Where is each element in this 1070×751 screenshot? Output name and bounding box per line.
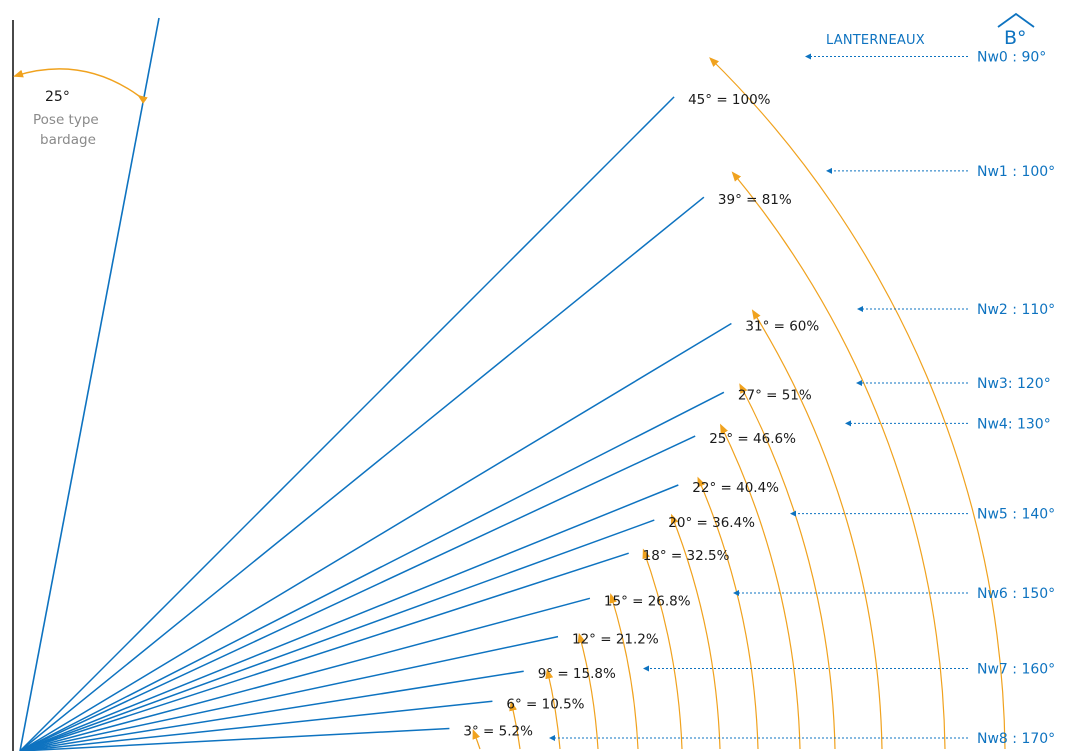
slope-label: 39° = 81%	[718, 192, 792, 208]
brand-title: LANTERNEAUX	[826, 33, 925, 48]
slope-line	[19, 727, 450, 751]
nw-arrow-icon	[643, 665, 649, 672]
nw-label: Nw5 : 140°	[977, 507, 1055, 523]
slope-line	[19, 196, 705, 751]
bardage-line	[19, 17, 160, 751]
slope-arc	[751, 309, 883, 750]
slope-line	[19, 519, 655, 751]
nw-arrow-icon	[857, 306, 863, 312]
nw-arrow-icon	[805, 53, 811, 60]
slope-label: 15° = 26.8%	[604, 593, 691, 609]
nw-label: Nw6 : 150°	[977, 586, 1055, 602]
nw-label: Nw0 : 90°	[977, 50, 1046, 66]
nw-label: Nw3: 120°	[977, 376, 1051, 392]
nw-label-group: Nw0 : 90° Nw1 : 100° Nw2 : 110° Nw3: 120° Nw…	[549, 50, 1055, 747]
slope-line	[19, 322, 732, 751]
slope-label: 6° = 10.5%	[506, 696, 584, 712]
slope-label: 18° = 32.5%	[643, 548, 730, 564]
slope-line	[19, 484, 679, 751]
bardage-arc	[13, 68, 148, 104]
slope-line	[19, 700, 493, 751]
nw-arrow-icon	[549, 735, 555, 741]
slope-arc	[671, 513, 721, 750]
slope-label: 25° = 46.6%	[709, 431, 796, 447]
slope-arc	[731, 171, 946, 750]
slope-label: 31° = 60%	[745, 319, 819, 335]
slope-arc	[720, 423, 801, 750]
bardage-angle: 25°	[45, 89, 70, 105]
slope-label: 12° = 21.2%	[572, 632, 659, 648]
slope-label: 45° = 100%	[688, 92, 771, 108]
slope-line	[19, 670, 524, 751]
slope-line	[19, 635, 559, 751]
slope-label: 9° = 15.8%	[538, 666, 616, 682]
slope-line	[19, 552, 629, 751]
nw-label: Nw1 : 100°	[977, 164, 1055, 180]
slope-arc	[739, 383, 836, 750]
slope-label: 22° = 40.4%	[692, 480, 779, 496]
slope-label: 20° = 36.4%	[668, 515, 755, 531]
bardage-line2: bardage	[40, 132, 96, 148]
nw-arrow-icon	[733, 590, 739, 596]
slope-arc	[642, 548, 683, 750]
slope-arc	[472, 729, 481, 750]
slope-label: 27° = 51%	[738, 387, 812, 403]
slope-group: 45° = 100% 39° = 81% 31° = 60% 27° = 51% 25°…	[19, 57, 1006, 751]
nw-arrow-icon	[856, 380, 862, 386]
brand-logo-icon: B°	[997, 12, 1035, 49]
slope-arc	[545, 668, 561, 750]
slope-arc	[609, 593, 639, 750]
slope-line	[19, 391, 725, 751]
nw-arrow-icon	[845, 420, 851, 427]
brand-logo-text: B°	[1004, 27, 1027, 49]
slope-arc	[577, 632, 599, 750]
nw-label: Nw7 : 160°	[977, 662, 1055, 678]
bardage-line1: Pose type	[33, 112, 99, 128]
slope-arc	[709, 57, 1006, 750]
nw-label: Nw2 : 110°	[977, 302, 1055, 318]
nw-arrow-icon	[790, 510, 796, 517]
slope-line	[19, 597, 591, 751]
slope-arc	[697, 476, 759, 750]
slope-line	[19, 96, 675, 751]
slope-label: 3° = 5.2%	[463, 724, 533, 740]
slope-arc	[509, 700, 521, 750]
nw-label: Nw4: 130°	[977, 416, 1051, 432]
slope-line	[19, 435, 696, 751]
nw-label: Nw8 : 170°	[977, 731, 1055, 747]
nw-arrow-icon	[826, 167, 832, 174]
